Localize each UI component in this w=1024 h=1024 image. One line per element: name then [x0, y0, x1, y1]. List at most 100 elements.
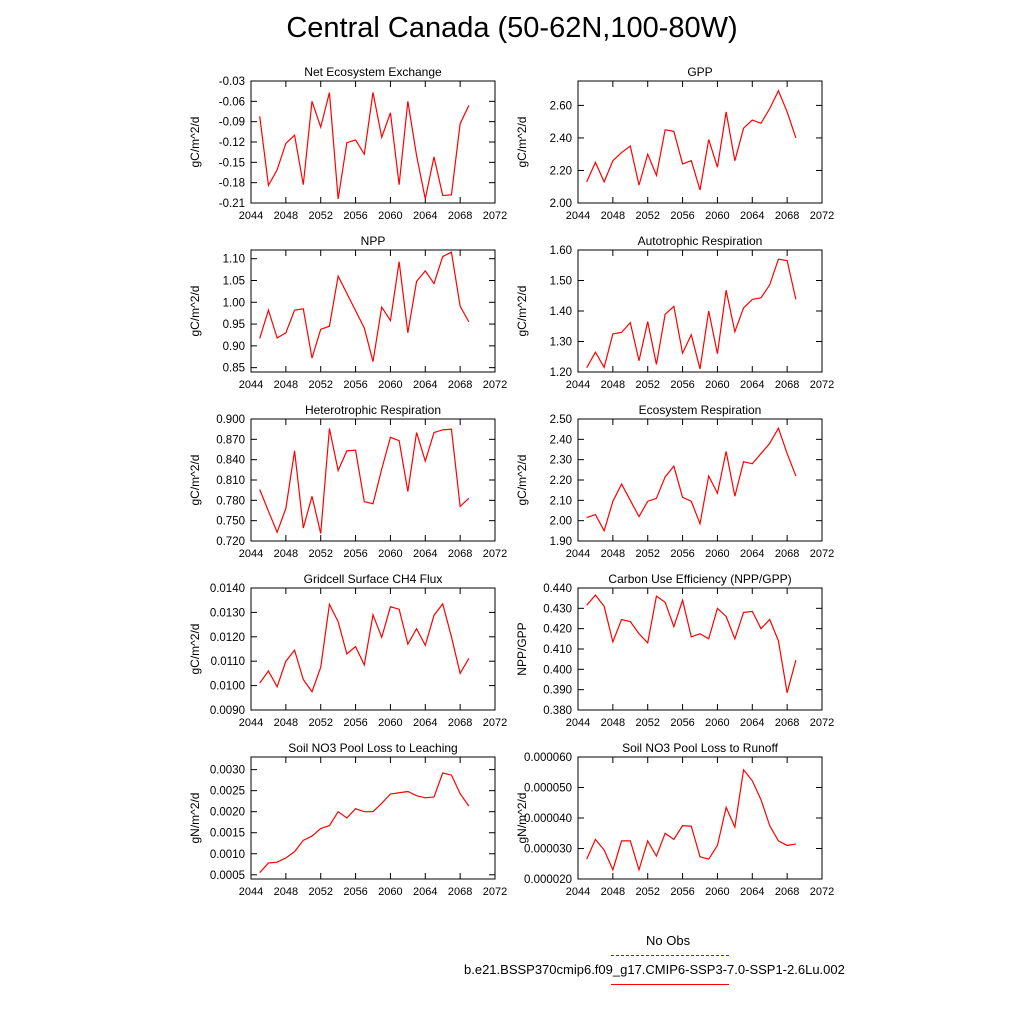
series-line-npp: [259, 251, 470, 362]
x-tick-label-net-ecosystem-exchange: 2052: [308, 210, 332, 222]
x-tick-label-soil-no3-pool-loss-to-leaching: 2052: [308, 886, 332, 898]
y-tick-label-autotrophic-respiration: 1.50: [550, 276, 572, 288]
panel-title-npp: NPP: [361, 234, 386, 248]
y-tick-label-heterotrophic-respiration: 0.810: [216, 475, 245, 487]
series-line-ecosystem-respiration: [586, 426, 797, 533]
y-axis-label-carbon-use-efficiency-npp-gpp: NPP/GPP: [515, 622, 529, 675]
y-tick-label-heterotrophic-respiration: 0.900: [216, 414, 245, 426]
panel-title-heterotrophic-respiration: Heterotrophic Respiration: [305, 403, 441, 417]
y-tick-label-gridcell-surface-ch4-flux: 0.0090: [210, 705, 245, 717]
x-tick-label-npp: 2052: [308, 379, 332, 391]
y-tick-label-gridcell-surface-ch4-flux: 0.0130: [210, 607, 245, 619]
panel-title-net-ecosystem-exchange: Net Ecosystem Exchange: [304, 65, 442, 79]
y-tick-label-gpp: 2.40: [550, 133, 572, 145]
x-tick-label-heterotrophic-respiration: 2072: [483, 548, 507, 560]
x-tick-label-carbon-use-efficiency-npp-gpp: 2044: [566, 717, 590, 729]
x-tick-label-gridcell-surface-ch4-flux: 2044: [239, 717, 263, 729]
series-line-autotrophic-respiration: [586, 258, 797, 370]
panel-title-gridcell-surface-ch4-flux: Gridcell Surface CH4 Flux: [304, 572, 443, 586]
y-tick-label-soil-no3-pool-loss-to-runoff: 0.000050: [524, 783, 572, 795]
x-tick-label-soil-no3-pool-loss-to-runoff: 2056: [670, 886, 694, 898]
x-tick-label-heterotrophic-respiration: 2056: [343, 548, 367, 560]
x-tick-label-carbon-use-efficiency-npp-gpp: 2052: [635, 717, 659, 729]
plot-frame-gpp: [577, 80, 823, 204]
y-tick-label-soil-no3-pool-loss-to-leaching: 0.0025: [210, 786, 245, 798]
x-tick-label-soil-no3-pool-loss-to-leaching: 2044: [239, 886, 263, 898]
panel-title-soil-no3-pool-loss-to-leaching: Soil NO3 Pool Loss to Leaching: [288, 741, 457, 755]
y-tick-label-net-ecosystem-exchange: -0.12: [219, 137, 245, 149]
x-tick-label-carbon-use-efficiency-npp-gpp: 2060: [705, 717, 729, 729]
plot-frame-autotrophic-respiration: [577, 249, 823, 373]
plot-frame-soil-no3-pool-loss-to-leaching: [250, 756, 496, 880]
figure-title: Central Canada (50-62N,100-80W): [286, 12, 738, 44]
x-tick-label-soil-no3-pool-loss-to-runoff: 2048: [601, 886, 625, 898]
y-tick-label-autotrophic-respiration: 1.60: [550, 245, 572, 257]
y-axis-label-net-ecosystem-exchange: gC/m^2/d: [188, 117, 202, 168]
y-tick-label-heterotrophic-respiration: 0.870: [216, 434, 245, 446]
x-tick-label-net-ecosystem-exchange: 2068: [448, 210, 472, 222]
x-tick-label-soil-no3-pool-loss-to-leaching: 2068: [448, 886, 472, 898]
y-axis-label-soil-no3-pool-loss-to-leaching: gN/m^2/d: [188, 793, 202, 844]
y-tick-label-gridcell-surface-ch4-flux: 0.0110: [211, 656, 245, 668]
plot-frame-gridcell-surface-ch4-flux: [250, 587, 496, 711]
x-tick-label-heterotrophic-respiration: 2048: [274, 548, 298, 560]
x-tick-label-autotrophic-respiration: 2064: [740, 379, 764, 391]
y-tick-label-npp: 0.85: [223, 363, 245, 375]
y-tick-label-gpp: 2.20: [550, 165, 572, 177]
x-tick-label-heterotrophic-respiration: 2064: [413, 548, 437, 560]
x-tick-label-carbon-use-efficiency-npp-gpp: 2068: [775, 717, 799, 729]
series-line-carbon-use-efficiency-npp-gpp: [586, 594, 797, 693]
x-tick-label-autotrophic-respiration: 2056: [670, 379, 694, 391]
y-tick-label-net-ecosystem-exchange: -0.06: [219, 96, 245, 108]
y-axis-label-gridcell-surface-ch4-flux: gC/m^2/d: [188, 624, 202, 675]
x-tick-label-soil-no3-pool-loss-to-leaching: 2048: [274, 886, 298, 898]
y-axis-label-soil-no3-pool-loss-to-runoff: gN/m^2/d: [515, 793, 529, 844]
x-tick-label-gridcell-surface-ch4-flux: 2072: [483, 717, 507, 729]
x-tick-label-ecosystem-respiration: 2048: [601, 548, 625, 560]
x-tick-label-ecosystem-respiration: 2068: [775, 548, 799, 560]
y-tick-label-carbon-use-efficiency-npp-gpp: 0.400: [543, 664, 572, 676]
x-tick-label-npp: 2072: [483, 379, 507, 391]
x-tick-label-autotrophic-respiration: 2060: [705, 379, 729, 391]
y-tick-label-carbon-use-efficiency-npp-gpp: 0.390: [543, 685, 572, 697]
panel-title-soil-no3-pool-loss-to-runoff: Soil NO3 Pool Loss to Runoff: [622, 741, 779, 755]
x-tick-label-gpp: 2064: [740, 210, 764, 222]
x-tick-label-soil-no3-pool-loss-to-leaching: 2060: [378, 886, 402, 898]
y-axis-label-heterotrophic-respiration: gC/m^2/d: [188, 455, 202, 506]
y-axis-label-npp: gC/m^2/d: [188, 286, 202, 337]
y-tick-label-gpp: 2.00: [550, 198, 572, 210]
y-axis-label-gpp: gC/m^2/d: [515, 117, 529, 168]
x-tick-label-gpp: 2048: [601, 210, 625, 222]
y-axis-label-ecosystem-respiration: gC/m^2/d: [515, 455, 529, 506]
x-tick-label-autotrophic-respiration: 2044: [566, 379, 590, 391]
plot-frame-soil-no3-pool-loss-to-runoff: [577, 756, 823, 880]
y-tick-label-carbon-use-efficiency-npp-gpp: 0.420: [543, 624, 572, 636]
x-tick-label-gpp: 2068: [775, 210, 799, 222]
y-tick-label-soil-no3-pool-loss-to-runoff: 0.000040: [524, 813, 572, 825]
y-tick-label-gpp: 2.60: [550, 100, 572, 112]
x-tick-label-ecosystem-respiration: 2072: [810, 548, 834, 560]
x-tick-label-heterotrophic-respiration: 2052: [308, 548, 332, 560]
x-tick-label-gridcell-surface-ch4-flux: 2064: [413, 717, 437, 729]
x-tick-label-gpp: 2052: [635, 210, 659, 222]
y-axis-label-autotrophic-respiration: gC/m^2/d: [515, 286, 529, 337]
y-tick-label-soil-no3-pool-loss-to-leaching: 0.0030: [210, 765, 245, 777]
y-tick-label-heterotrophic-respiration: 0.750: [216, 516, 245, 528]
x-tick-label-autotrophic-respiration: 2052: [635, 379, 659, 391]
panel-title-autotrophic-respiration: Autotrophic Respiration: [638, 234, 763, 248]
x-tick-label-ecosystem-respiration: 2056: [670, 548, 694, 560]
y-tick-label-npp: 1.10: [223, 254, 245, 266]
y-tick-label-gridcell-surface-ch4-flux: 0.0140: [210, 583, 245, 595]
plot-frame-carbon-use-efficiency-npp-gpp: [577, 587, 823, 711]
x-tick-label-soil-no3-pool-loss-to-runoff: 2052: [635, 886, 659, 898]
legend-label-no-obs: No Obs: [646, 933, 691, 948]
x-tick-label-gridcell-surface-ch4-flux: 2056: [343, 717, 367, 729]
y-tick-label-ecosystem-respiration: 2.20: [550, 475, 572, 487]
y-tick-label-soil-no3-pool-loss-to-leaching: 0.0015: [210, 828, 245, 840]
panel-title-carbon-use-efficiency-npp-gpp: Carbon Use Efficiency (NPP/GPP): [608, 572, 791, 586]
y-tick-label-net-ecosystem-exchange: -0.03: [219, 76, 245, 88]
x-tick-label-soil-no3-pool-loss-to-runoff: 2068: [775, 886, 799, 898]
y-tick-label-npp: 1.00: [223, 297, 245, 309]
legend-line-model-run: [611, 984, 729, 985]
